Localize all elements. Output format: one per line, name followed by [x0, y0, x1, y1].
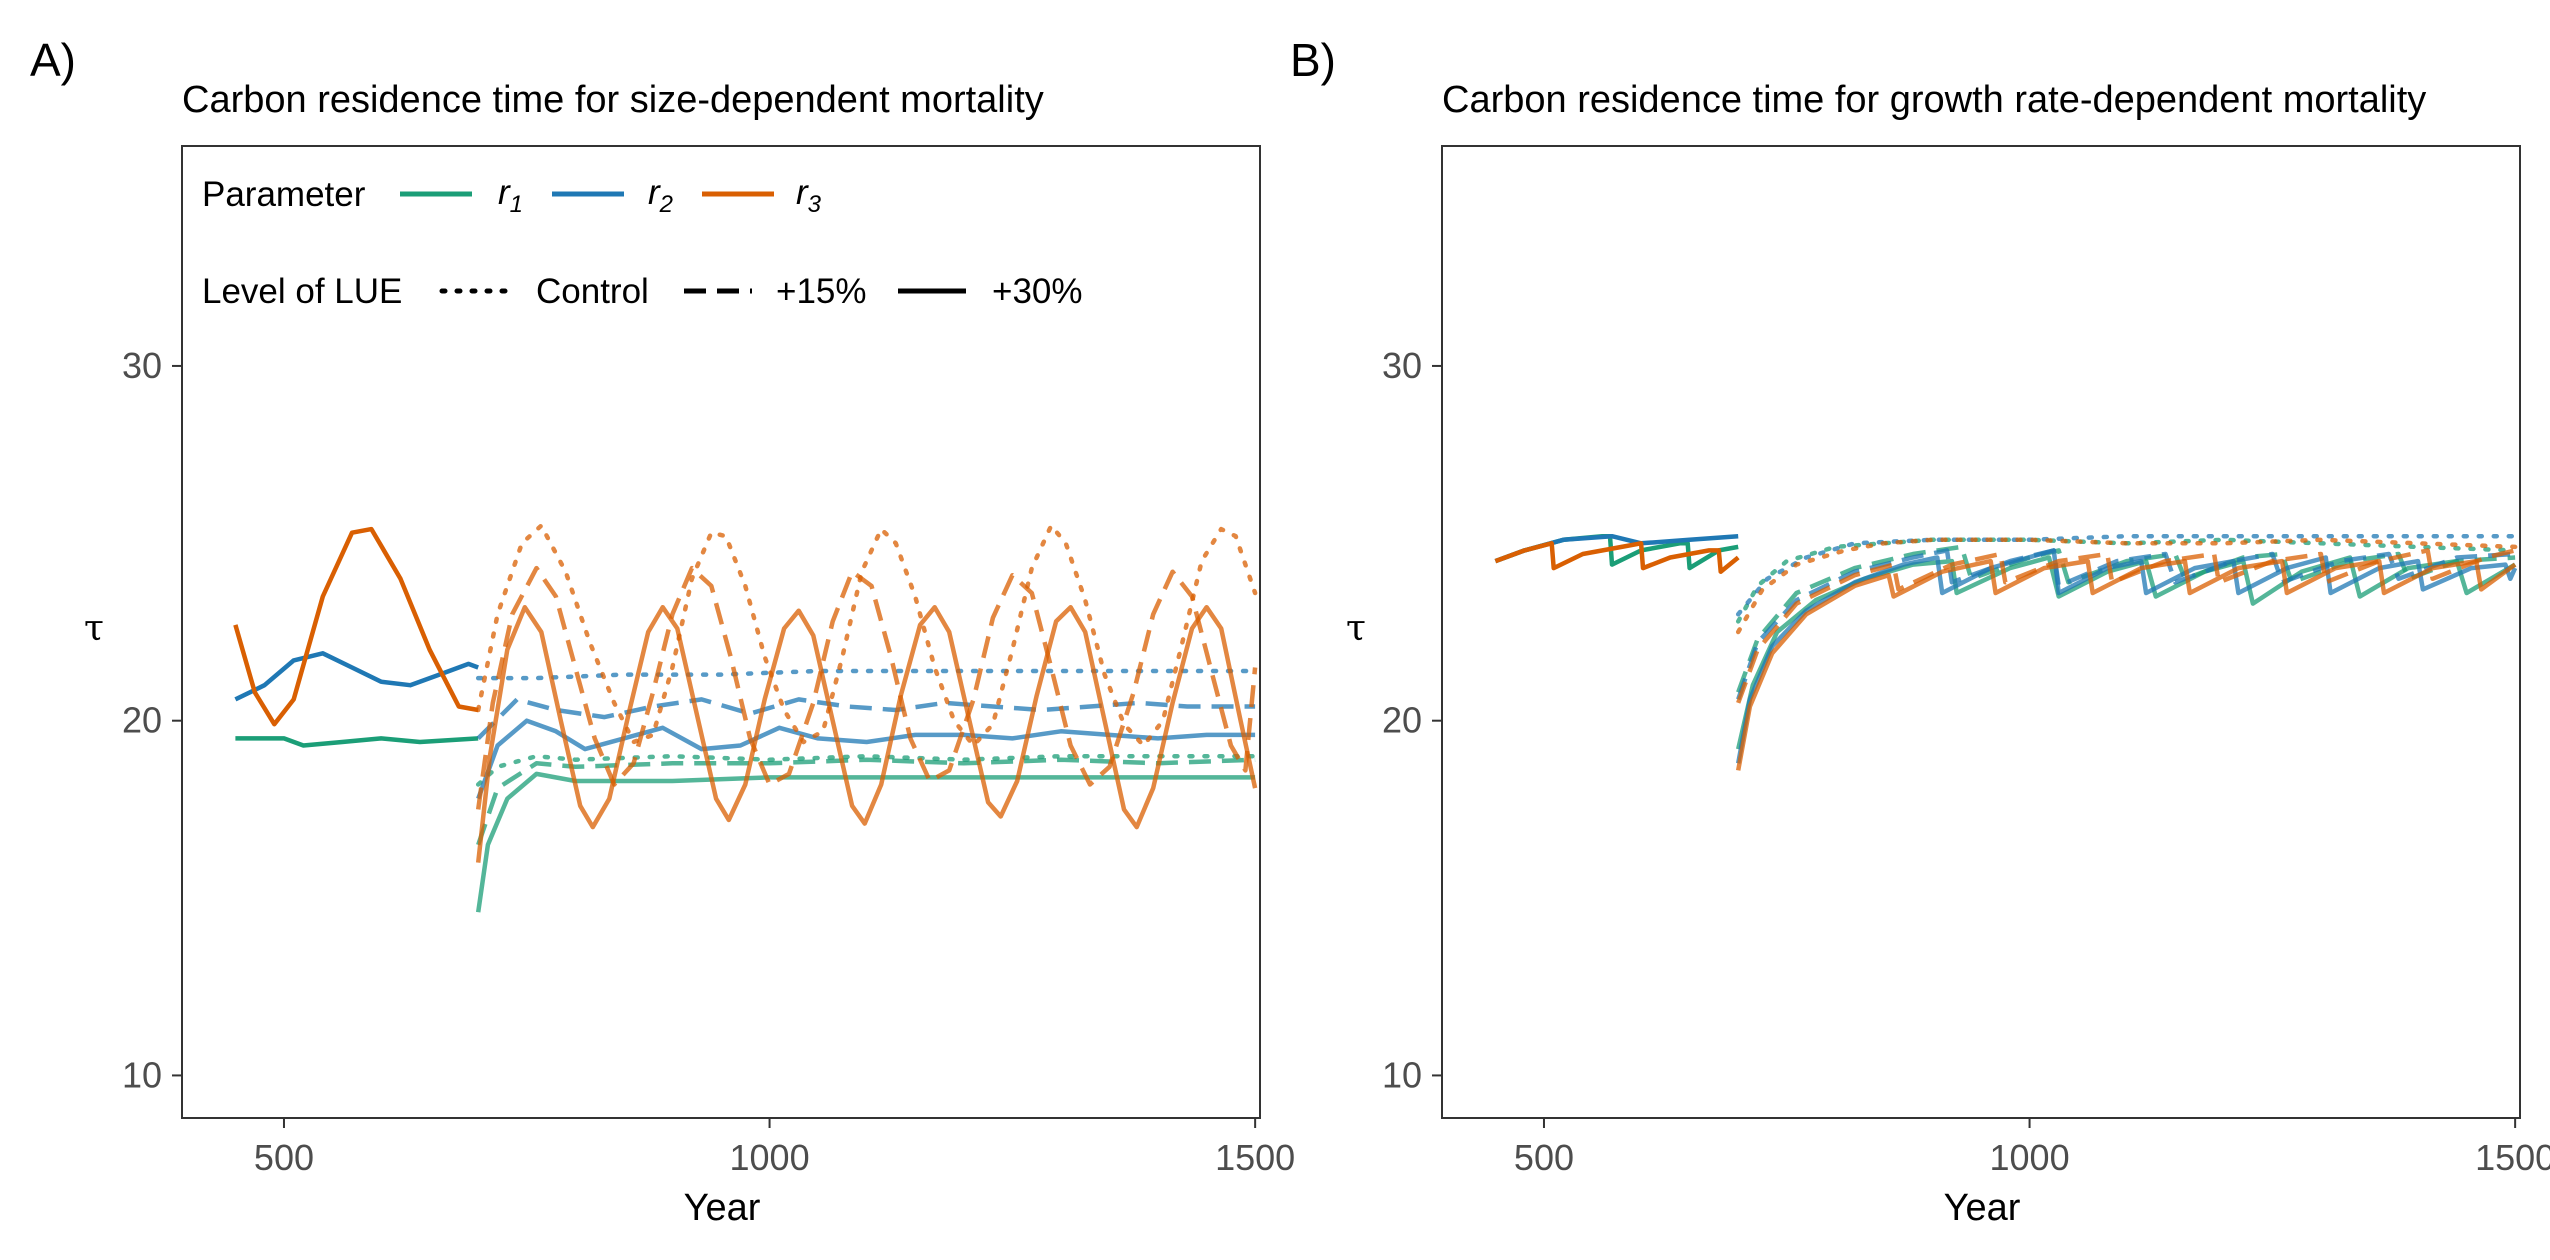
panel-a-xlabel: Year [684, 1187, 761, 1229]
x-tick-label: 1000 [1990, 1137, 2070, 1178]
spinup-line-r2 [234, 651, 479, 702]
spinup-line-r1 [235, 736, 479, 748]
panel-b-title: Carbon residence time for growth rate-de… [1442, 79, 2426, 121]
series-line-r3-lue30 [475, 604, 1258, 863]
panel-b-ylabel: τ [1346, 608, 1366, 649]
y-tick-label: 30 [1382, 345, 1422, 386]
legend-label-15: +15% [776, 272, 867, 311]
legend-label-control: Control [536, 272, 649, 311]
panel-b-tag: B) [1290, 34, 1336, 86]
series-group [1494, 533, 2518, 771]
series-line-r2-lue30 [476, 718, 1256, 800]
x-tick-label: 1500 [2475, 1137, 2550, 1178]
x-tick-label: 1000 [730, 1137, 810, 1178]
legend-label-r2: r2 [648, 173, 673, 218]
series-line-r2-control [475, 668, 1258, 681]
series-line-r3-lue15 [1736, 548, 2516, 704]
spinup-line-r3 [1494, 541, 1740, 574]
legend-lue-title: Level of LUE [202, 272, 402, 311]
y-tick-label: 10 [1382, 1054, 1422, 1095]
series-line-r3-lue15 [475, 565, 1258, 810]
y-tick-label: 20 [122, 700, 162, 741]
y-tick-label: 20 [1382, 700, 1422, 741]
series-line-r1-lue15 [476, 757, 1256, 846]
legend-label-r3: r3 [796, 173, 822, 218]
legend: Parameter r1 r2 r3 Level of LUE Control … [202, 173, 1083, 311]
x-tick-label: 1500 [1215, 1137, 1295, 1178]
series-line-r3-control [475, 523, 1258, 748]
legend-label-r1: r1 [498, 173, 523, 218]
panel-a-tag: A) [30, 34, 76, 86]
legend-parameter-title: Parameter [202, 175, 366, 214]
series-line-r2-lue30 [1735, 548, 2518, 764]
spinup-line-r3 [233, 526, 479, 727]
plot-frame [1441, 145, 2521, 1119]
series-line-r1-control [475, 753, 1258, 787]
panel-a-plot: 10 20 30 500 1000 1500 [122, 145, 1295, 1178]
series-line-r3-lue30 [1735, 558, 2517, 771]
series-line-r1-lue30 [475, 771, 1256, 913]
series-group [233, 523, 1258, 913]
x-tick-label: 500 [1514, 1137, 1574, 1178]
plot-frame [181, 145, 1261, 1119]
series-line-r1-control [1735, 537, 2518, 624]
panel-a-ylabel: τ [84, 608, 104, 649]
x-tick-label: 500 [254, 1137, 314, 1178]
series-line-r2-control [1735, 533, 2518, 617]
series-line-r3-control [1735, 537, 2518, 635]
panel-b-plot: 10 20 30 500 1000 1500 [1382, 145, 2550, 1178]
y-tick-label: 10 [122, 1054, 162, 1095]
panel-a-title: Carbon residence time for size-dependent… [182, 79, 1044, 121]
legend-label-30: +30% [992, 272, 1083, 311]
y-tick-label: 30 [122, 345, 162, 386]
series-line-r2-lue15 [476, 697, 1256, 740]
panel-b-xlabel: Year [1944, 1187, 2021, 1229]
series-line-r2-lue15 [1736, 548, 2516, 701]
